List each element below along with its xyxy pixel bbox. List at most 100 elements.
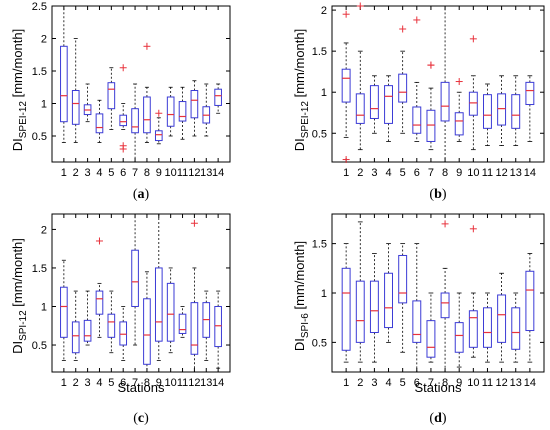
x-tick-label: 10 bbox=[165, 377, 177, 389]
caption-part: ) bbox=[442, 411, 447, 426]
x-tick-label: 3 bbox=[371, 377, 377, 389]
x-tick-label: 10 bbox=[467, 377, 479, 389]
x-tick-label: 13 bbox=[510, 377, 522, 389]
outlier-marker bbox=[342, 156, 350, 164]
iqr-box bbox=[71, 90, 80, 125]
box-station-10 bbox=[468, 35, 478, 151]
box-station-1 bbox=[60, 5, 68, 143]
panel-caption: (d) bbox=[429, 411, 446, 426]
x-tick-label: 12 bbox=[495, 167, 507, 179]
outlier-marker bbox=[427, 61, 435, 69]
x-tick-label: 13 bbox=[200, 377, 212, 389]
box-station-11 bbox=[483, 292, 492, 363]
x-tick-label: 10 bbox=[467, 167, 479, 179]
y-axis-label: DISPEI-12 [mm/month] bbox=[10, 29, 29, 152]
outlier-marker bbox=[469, 35, 477, 43]
x-tick-label: 4 bbox=[385, 377, 391, 389]
x-tick-label: 14 bbox=[212, 377, 224, 389]
box-station-5 bbox=[398, 25, 408, 134]
box-station-6 bbox=[412, 16, 422, 142]
box-station-2 bbox=[355, 221, 365, 363]
x-tick-label: 14 bbox=[524, 167, 536, 179]
iqr-box bbox=[384, 85, 393, 124]
y-tick-label: 0.5 bbox=[32, 340, 47, 352]
outlier-marker bbox=[469, 225, 477, 233]
iqr-box bbox=[497, 93, 507, 126]
box-station-6 bbox=[119, 64, 128, 153]
caption-part: ( bbox=[429, 187, 434, 202]
outlier-marker bbox=[342, 10, 350, 18]
y-label-subscript: SPI-12 bbox=[18, 310, 29, 341]
x-tick-label: 9 bbox=[456, 167, 462, 179]
x-tick-label: 9 bbox=[156, 167, 162, 179]
outlier-marker bbox=[95, 237, 103, 245]
iqr-box bbox=[131, 249, 139, 307]
box-station-5 bbox=[107, 290, 116, 354]
x-tick-label: 11 bbox=[482, 377, 493, 389]
box-station-13 bbox=[511, 292, 521, 363]
box-station-5 bbox=[107, 67, 116, 130]
x-tick-label: 13 bbox=[200, 167, 212, 179]
y-label-unit: [mm/month] bbox=[10, 29, 25, 101]
box-station-9 bbox=[454, 78, 464, 142]
iqr-box bbox=[426, 320, 436, 358]
x-tick-label: 5 bbox=[108, 167, 114, 179]
outlier-marker bbox=[455, 78, 463, 86]
x-tick-label: 2 bbox=[73, 377, 79, 389]
y-label-main: DI bbox=[10, 341, 25, 354]
x-tick-label: 1 bbox=[61, 167, 67, 179]
box-station-5 bbox=[398, 243, 408, 353]
axes-frame bbox=[51, 5, 231, 163]
x-tick-label: 1 bbox=[343, 377, 349, 389]
box-station-7 bbox=[426, 61, 436, 151]
box-station-13 bbox=[511, 75, 521, 146]
caption-part: ( bbox=[429, 411, 434, 426]
box-station-10 bbox=[166, 267, 175, 354]
iqr-box bbox=[190, 90, 199, 119]
iqr-box bbox=[341, 68, 351, 103]
box-station-2 bbox=[355, 2, 365, 151]
iqr-box bbox=[154, 267, 163, 342]
x-tick-label: 6 bbox=[414, 377, 420, 389]
y-tick-label: 1 bbox=[41, 301, 47, 313]
iqr-box bbox=[131, 108, 139, 134]
x-tick-label: 2 bbox=[73, 167, 79, 179]
box-station-4 bbox=[384, 243, 393, 343]
iqr-box bbox=[384, 272, 393, 329]
x-tick-label: 5 bbox=[400, 377, 406, 389]
box-station-8 bbox=[440, 5, 450, 163]
box-station-1 bbox=[60, 259, 68, 361]
box-station-8 bbox=[143, 42, 151, 143]
x-tick-label: 14 bbox=[524, 377, 536, 389]
iqr-box bbox=[440, 81, 450, 122]
box-station-7 bbox=[131, 213, 139, 346]
panel-caption: (a) bbox=[133, 187, 150, 202]
iqr-box bbox=[107, 313, 116, 338]
iqr-box bbox=[119, 321, 128, 346]
box-station-11 bbox=[178, 306, 187, 338]
x-tick-label: 12 bbox=[188, 377, 200, 389]
y-label-main: DI bbox=[292, 338, 307, 351]
box-station-1 bbox=[341, 10, 351, 164]
box-station-6 bbox=[119, 306, 128, 361]
outlier-marker bbox=[190, 219, 198, 227]
iqr-box bbox=[398, 254, 408, 304]
box-station-2 bbox=[71, 38, 80, 143]
iqr-box bbox=[143, 298, 151, 365]
y-tick-label: 1 bbox=[321, 288, 327, 300]
y-tick-label: 1.5 bbox=[312, 239, 327, 251]
iqr-box bbox=[71, 321, 80, 354]
iqr-box bbox=[341, 267, 351, 351]
box-station-8 bbox=[143, 271, 151, 373]
iqr-box bbox=[454, 322, 464, 353]
x-tick-label: 7 bbox=[428, 377, 434, 389]
iqr-box bbox=[60, 45, 68, 123]
box-station-12 bbox=[497, 75, 507, 146]
x-tick-label: 8 bbox=[442, 377, 448, 389]
box-station-2 bbox=[71, 290, 80, 361]
y-label-unit: [mm/month] bbox=[292, 29, 307, 101]
